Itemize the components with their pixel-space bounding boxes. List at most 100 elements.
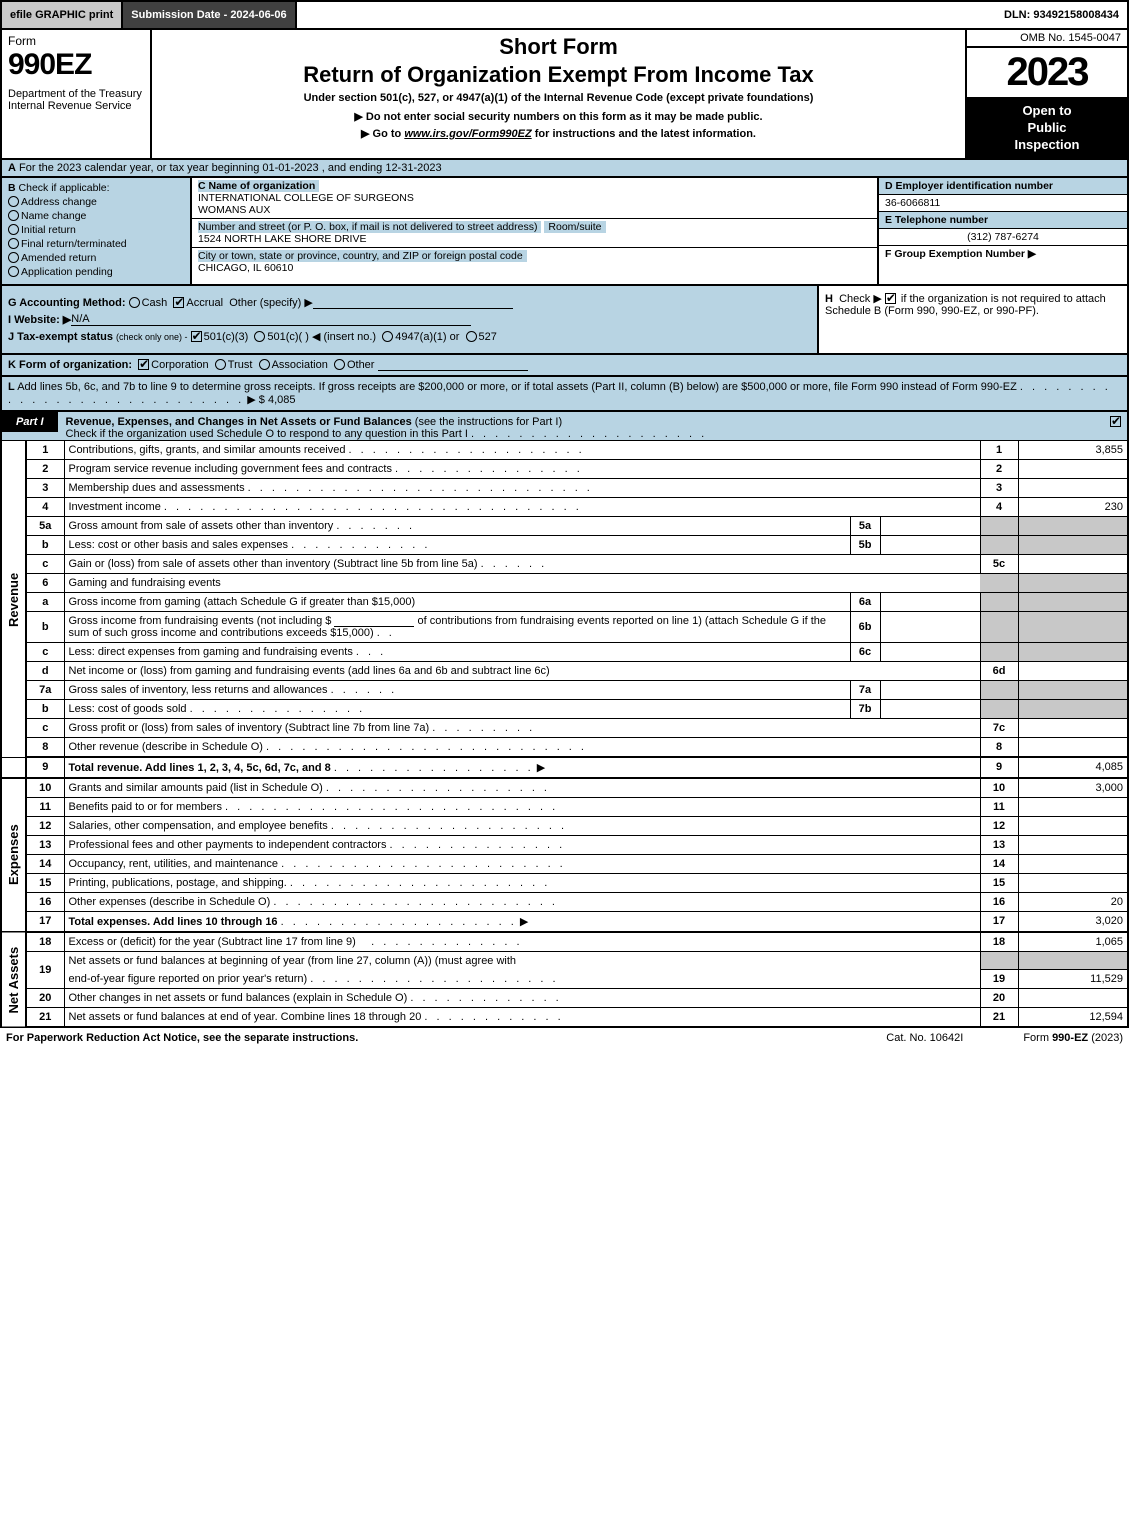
e-label: E Telephone number (879, 212, 1127, 229)
line-16-value: 20 (1018, 892, 1128, 911)
phone-value: (312) 787-6274 (879, 229, 1127, 246)
dept-label: Department of the Treasury Internal Reve… (8, 88, 144, 112)
do-not-line: ▶ Do not enter social security numbers o… (160, 110, 957, 123)
cb-other-org[interactable] (334, 359, 345, 370)
line-7b: bLess: cost of goods sold . . . . . . . … (1, 699, 1128, 718)
line-20: 20Other changes in net assets or fund ba… (1, 989, 1128, 1008)
line-7c: cGross profit or (loss) from sales of in… (1, 718, 1128, 737)
line-11: 11Benefits paid to or for members . . . … (1, 797, 1128, 816)
city-value: CHICAGO, IL 60610 (198, 262, 293, 274)
line-12: 12Salaries, other compensation, and empl… (1, 816, 1128, 835)
row-k: K Form of organization: Corporation Trus… (0, 353, 1129, 375)
city-label: City or town, state or province, country… (198, 250, 527, 262)
open-to-public-inspection: Open to Public Inspection (967, 99, 1127, 158)
line-21: 21Net assets or fund balances at end of … (1, 1008, 1128, 1028)
line-1: Revenue 1 Contributions, gifts, grants, … (1, 441, 1128, 460)
cb-4947[interactable] (382, 331, 393, 342)
go-to-prefix: ▶ Go to (361, 128, 404, 140)
line-14: 14Occupancy, rent, utilities, and mainte… (1, 854, 1128, 873)
go-to-line: ▶ Go to www.irs.gov/Form990EZ for instru… (160, 127, 957, 140)
cb-name-change[interactable] (8, 210, 19, 221)
cb-527[interactable] (466, 331, 477, 342)
line-6d: dNet income or (loss) from gaming and fu… (1, 661, 1128, 680)
row-a-letter: A (8, 162, 16, 174)
cb-h-check[interactable] (885, 293, 896, 304)
cb-trust[interactable] (215, 359, 226, 370)
line-9-value: 4,085 (1018, 757, 1128, 778)
cb-501c3[interactable] (191, 331, 202, 342)
line-8: 8Other revenue (describe in Schedule O) … (1, 737, 1128, 757)
h-block: H Check ▶ if the organization is not req… (817, 286, 1127, 353)
line-3: 3Membership dues and assessments . . . .… (1, 478, 1128, 497)
room-label: Room/suite (544, 221, 605, 233)
under-section: Under section 501(c), 527, or 4947(a)(1)… (160, 92, 957, 104)
street-label: Number and street (or P. O. box, if mail… (198, 221, 541, 233)
form-header: Form 990EZ Department of the Treasury In… (0, 28, 1129, 158)
submission-date-button[interactable]: Submission Date - 2024-06-06 (123, 2, 296, 28)
org-name-1: INTERNATIONAL COLLEGE OF SURGEONS (198, 192, 414, 204)
cb-501c[interactable] (254, 331, 265, 342)
line-9: 9Total revenue. Add lines 1, 2, 3, 4, 5c… (1, 757, 1128, 778)
section-c: C Name of organization INTERNATIONAL COL… (192, 178, 877, 284)
other-org-input[interactable] (378, 370, 528, 371)
line-1-value: 3,855 (1018, 441, 1128, 460)
cb-corporation[interactable] (138, 359, 149, 370)
omb-number: OMB No. 1545-0047 (967, 30, 1127, 48)
line-19b: end-of-year figure reported on prior yea… (1, 970, 1128, 989)
part-1-header: Part I Revenue, Expenses, and Changes in… (0, 412, 1129, 441)
efile-print-button[interactable]: efile GRAPHIC print (2, 2, 123, 28)
cb-accrual[interactable] (173, 297, 184, 308)
line-6c: cLess: direct expenses from gaming and f… (1, 642, 1128, 661)
cb-association[interactable] (259, 359, 270, 370)
cb-final-return[interactable] (8, 238, 19, 249)
revenue-sidelabel: Revenue (1, 441, 26, 757)
d-label: D Employer identification number (879, 178, 1127, 195)
irs-link[interactable]: www.irs.gov/Form990EZ (404, 128, 531, 140)
c-label: C Name of organization (198, 180, 319, 192)
line-15: 15Printing, publications, postage, and s… (1, 873, 1128, 892)
section-def: D Employer identification number 36-6066… (877, 178, 1127, 284)
line-6b: bGross income from fundraising events (n… (1, 611, 1128, 642)
gross-receipts-value: 4,085 (268, 394, 296, 406)
line-7a: 7aGross sales of inventory, less returns… (1, 680, 1128, 699)
line-19-value: 11,529 (1018, 970, 1128, 989)
g-line: G Accounting Method: Cash Accrual Other … (8, 296, 811, 309)
section-b: B Check if applicable: Address change Na… (2, 178, 192, 284)
line-5c: cGain or (loss) from sale of assets othe… (1, 554, 1128, 573)
top-bar: efile GRAPHIC print Submission Date - 20… (0, 0, 1129, 28)
ghi-block: G Accounting Method: Cash Accrual Other … (0, 284, 1129, 353)
dln-label: DLN: 93492158008434 (996, 2, 1127, 28)
cb-initial-return[interactable] (8, 224, 19, 235)
form-word: Form (8, 34, 144, 48)
line-13: 13Professional fees and other payments t… (1, 835, 1128, 854)
cb-address-change[interactable] (8, 196, 19, 207)
org-name-2: WOMANS AUX (198, 204, 270, 216)
row-l: L Add lines 5b, 6c, and 7b to line 9 to … (0, 375, 1129, 412)
f-row: F Group Exemption Number ▶ (879, 246, 1127, 262)
cb-schedule-o[interactable] (1110, 416, 1121, 427)
cb-application-pending[interactable] (8, 266, 19, 277)
line-5a: 5aGross amount from sale of assets other… (1, 516, 1128, 535)
expenses-sidelabel: Expenses (1, 778, 26, 932)
line-5b: bLess: cost or other basis and sales exp… (1, 535, 1128, 554)
catalog-number: Cat. No. 10642I (886, 1032, 963, 1044)
other-specify-input[interactable] (313, 308, 513, 309)
cb-amended-return[interactable] (8, 252, 19, 263)
lines-table: Revenue 1 Contributions, gifts, grants, … (0, 441, 1129, 1029)
header-right: OMB No. 1545-0047 2023 Open to Public In… (967, 30, 1127, 158)
line-17-value: 3,020 (1018, 911, 1128, 932)
i-line: I Website: ▶N/A (8, 313, 811, 326)
line-17: 17Total expenses. Add lines 10 through 1… (1, 911, 1128, 932)
page-footer: For Paperwork Reduction Act Notice, see … (0, 1028, 1129, 1048)
header-center: Short Form Return of Organization Exempt… (152, 30, 967, 158)
tax-year: 2023 (967, 48, 1127, 99)
street-value: 1524 NORTH LAKE SHORE DRIVE (198, 233, 366, 245)
row-a-text: For the 2023 calendar year, or tax year … (19, 162, 442, 174)
cb-cash[interactable] (129, 297, 140, 308)
website-value: N/A (71, 313, 89, 325)
b-letter: B (8, 182, 16, 194)
j-line: J Tax-exempt status (check only one) - 5… (8, 330, 811, 343)
line-4-value: 230 (1018, 497, 1128, 516)
line-10-value: 3,000 (1018, 778, 1128, 798)
ghi-left: G Accounting Method: Cash Accrual Other … (2, 286, 817, 353)
